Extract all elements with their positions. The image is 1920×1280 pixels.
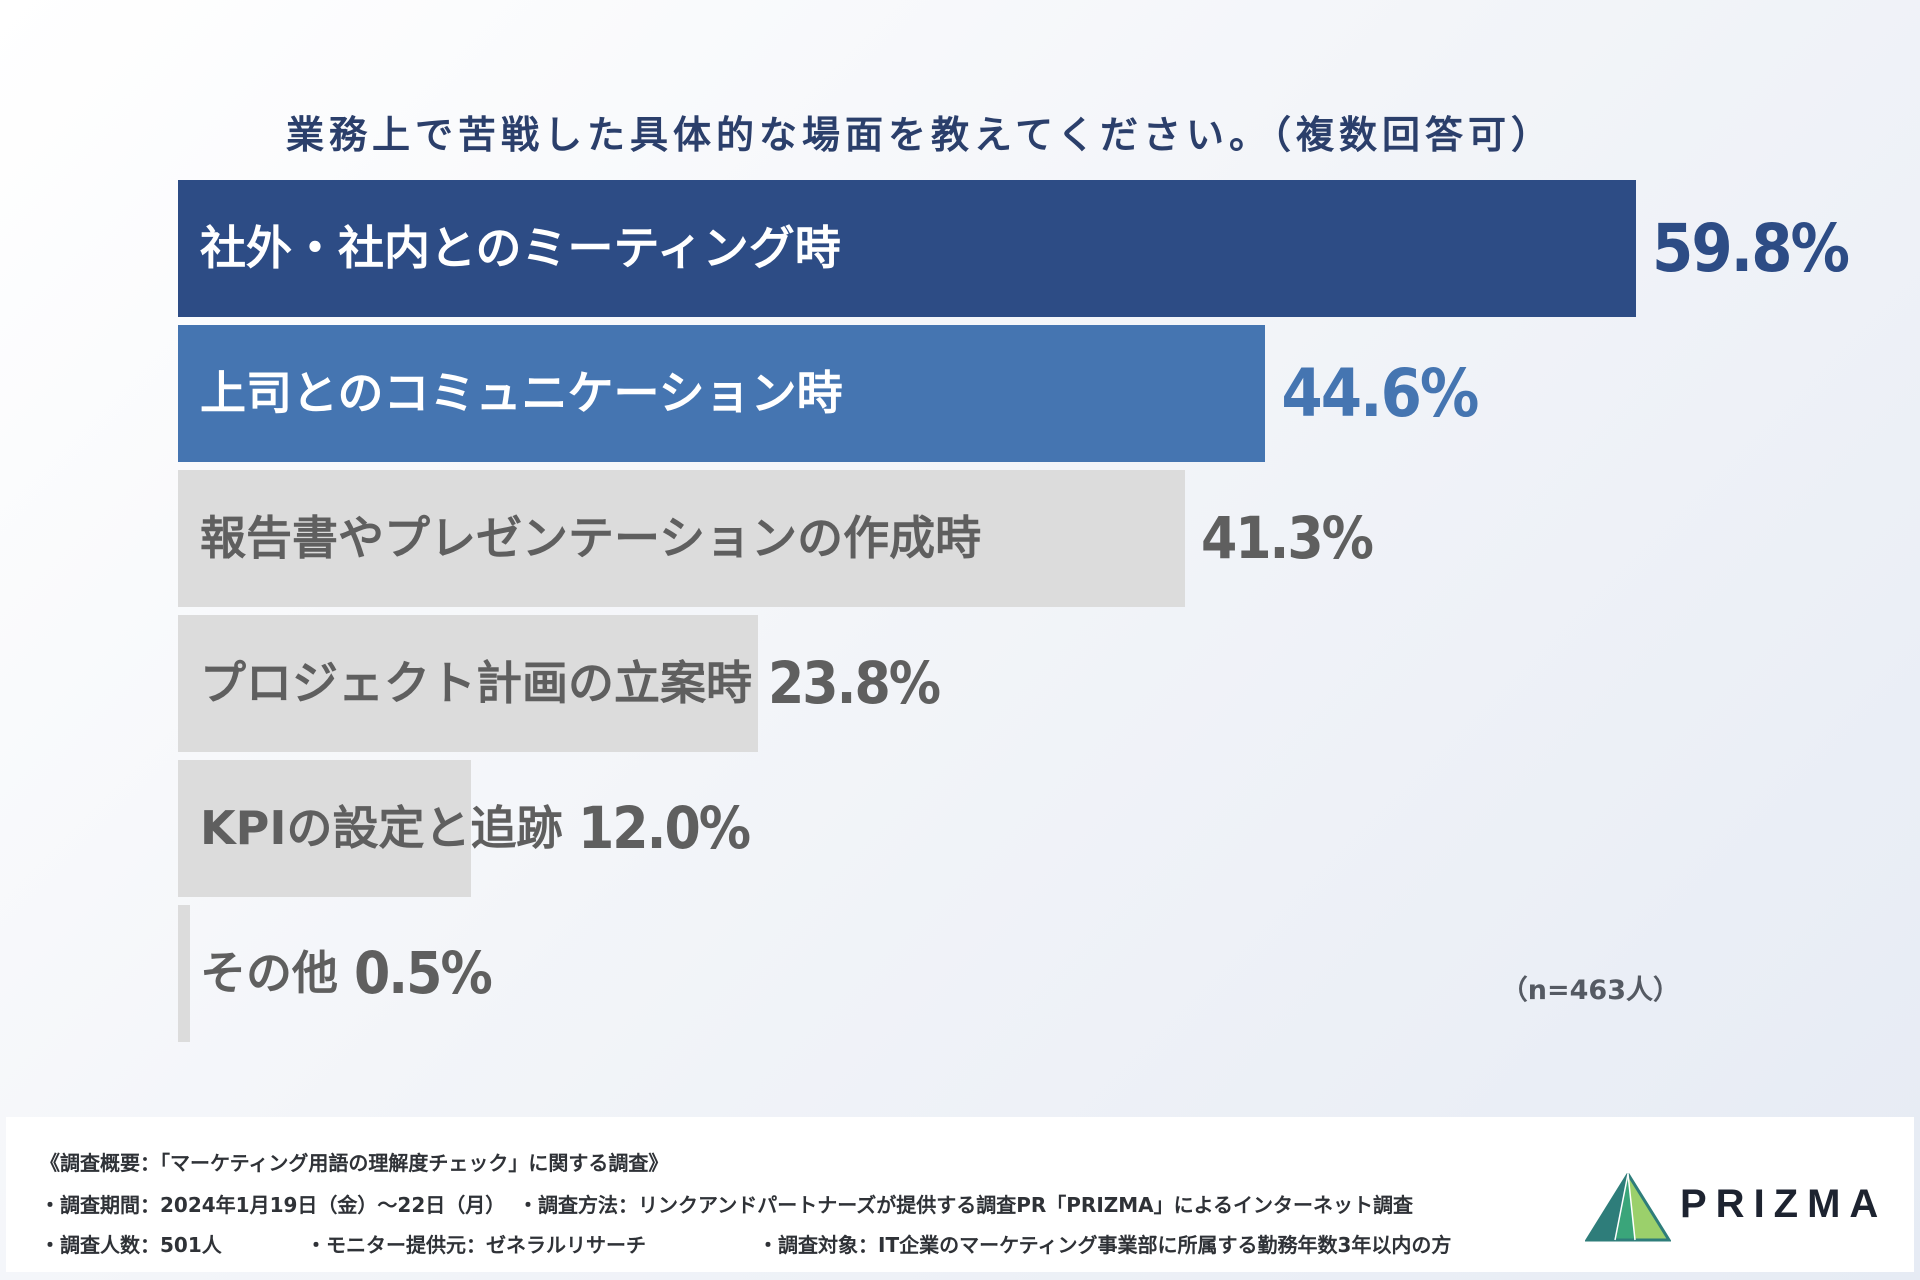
bar [178, 325, 1266, 462]
prizma-prism-icon [1585, 1173, 1671, 1242]
survey-summary: 《調査概要：「マーケティング用語の理解度チェック」に関する調査》 [40, 1151, 669, 1175]
survey-count: ・調査人数：501人 [40, 1233, 222, 1257]
bar [178, 905, 191, 1042]
sample-size-note: （n=463人） [1500, 975, 1680, 1006]
bar-label: プロジェクト計画の立案時 [200, 656, 752, 710]
survey-footer: 《調査概要：「マーケティング用語の理解度チェック」に関する調査》 ・調査期間：2… [6, 1117, 1914, 1272]
bar [178, 760, 471, 897]
prizma-logo: PRIZMA [1585, 1170, 1888, 1242]
bar-label: 社外・社内とのミーティング時 [200, 221, 841, 275]
bar-value-label: 12.0% [578, 794, 751, 862]
bar-label: KPIの設定と追跡 [200, 801, 563, 855]
bar-value-label: 59.8% [1652, 210, 1850, 287]
bar [178, 180, 1636, 317]
survey-target: ・調査対象：IT企業のマーケティング事業部に所属する勤務年数3年以内の方 [758, 1233, 1452, 1257]
prizma-logo-text: PRIZMA [1680, 1182, 1888, 1226]
bar-label: その他 [200, 946, 338, 1000]
bar-value-label: 23.8% [768, 649, 941, 717]
bar-chart: 社外・社内とのミーティング時 59.8% 上司とのコミュニケーション時 44.6% 報告… [178, 180, 1850, 1042]
bar-value-label: 0.5% [354, 939, 493, 1007]
bar-label: 上司とのコミュニケーション時 [200, 366, 843, 420]
bar [178, 615, 759, 752]
survey-method: ・調査方法：リンクアンドパートナーズが提供する調査PR「PRIZMA」によるイン… [518, 1193, 1414, 1217]
bar-value-label: 41.3% [1200, 504, 1374, 572]
survey-period: ・調査期間：2024年1月19日（金）〜22日（月） [40, 1193, 506, 1217]
survey-provider: ・モニター提供元：ゼネラルリサーチ [306, 1233, 646, 1257]
bar [178, 470, 1185, 607]
chart-title: 業務上で苦戦した具体的な場面を教えてください。（複数回答可） [286, 113, 1554, 157]
bar-value-label: 44.6% [1281, 355, 1479, 432]
bar-label: 報告書やプレゼンテーションの作成時 [200, 511, 982, 565]
